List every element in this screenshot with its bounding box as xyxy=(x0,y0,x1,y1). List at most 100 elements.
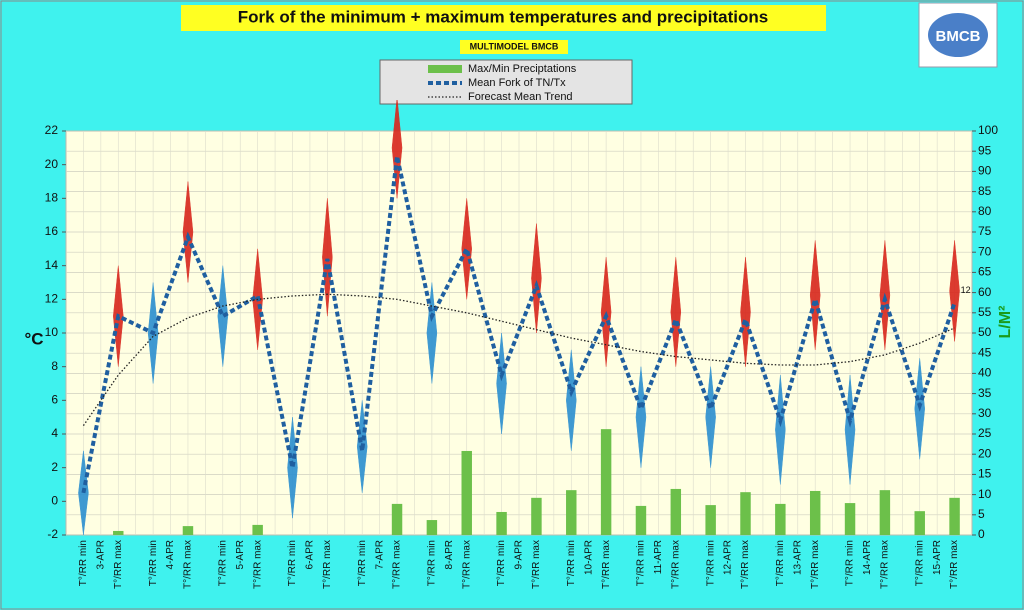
bar xyxy=(531,497,542,535)
date-label: 10-APR xyxy=(583,540,594,575)
legend xyxy=(379,59,633,105)
bar xyxy=(775,503,786,535)
date-label: 13-APR xyxy=(792,540,803,575)
y2-axis-label: L/M² xyxy=(997,306,1014,339)
y-tick-label: 16 xyxy=(45,224,59,238)
x-tick-label: T°/RR max xyxy=(740,540,751,589)
logo-shape xyxy=(928,13,988,57)
x-tick-label: T°/RR min xyxy=(705,540,716,586)
fork xyxy=(809,240,821,350)
bar xyxy=(600,429,612,535)
bar xyxy=(566,490,577,535)
y-tick-label: 8 xyxy=(51,359,58,373)
data-label: 12 xyxy=(961,285,971,295)
x-tick-label: T°/RR max xyxy=(461,540,472,589)
bar xyxy=(496,511,507,535)
x-tick-label: T°/RR min xyxy=(566,540,577,586)
fork xyxy=(78,450,89,535)
bar xyxy=(879,490,891,535)
date-label: 3-APR xyxy=(95,540,106,569)
y-tick-label: 20 xyxy=(45,157,59,171)
x-tick-label: T°/RR min xyxy=(775,540,786,586)
bar xyxy=(426,520,438,535)
chart-title: Fork of the minimum + maximum temperatur… xyxy=(238,7,768,26)
y2-tick-label: 70 xyxy=(978,244,992,258)
y2-tick-label: 25 xyxy=(978,426,992,440)
fork xyxy=(531,223,542,334)
date-label: 15-APR xyxy=(932,540,943,575)
x-tick-label: T°/RR max xyxy=(880,540,891,589)
x-tick-label: T°/RR min xyxy=(217,540,228,586)
y-tick-label: 2 xyxy=(51,460,58,474)
x-tick-label: T°/RR max xyxy=(252,540,263,589)
y2-tick-label: 50 xyxy=(978,325,992,339)
bar xyxy=(914,511,925,535)
fork xyxy=(635,366,647,468)
bar xyxy=(391,503,403,535)
x-tick-label: T°/RR max xyxy=(949,540,960,589)
y-tick-label: 4 xyxy=(51,426,58,440)
bar xyxy=(670,488,682,535)
bar xyxy=(844,503,856,535)
date-label: 9-APR xyxy=(514,540,525,569)
fork xyxy=(461,198,472,300)
date-label: 8-APR xyxy=(444,540,455,569)
x-tick-label: T°/RR min xyxy=(496,540,507,586)
fork xyxy=(740,257,751,367)
y2-tick-label: 95 xyxy=(978,143,992,157)
subtitle: MULTIMODEL BMCB xyxy=(470,41,559,51)
legend-symbol xyxy=(428,65,462,73)
bar xyxy=(809,490,821,535)
y-tick-label: 12 xyxy=(45,292,59,306)
x-tick-label: T°/RR max xyxy=(810,540,821,589)
title-box xyxy=(181,5,826,31)
x-tick-label: T°/RR min xyxy=(427,540,438,586)
bar xyxy=(252,524,263,535)
x-tick-label: T°/RR min xyxy=(148,540,159,586)
y2-tick-label: 15 xyxy=(978,467,992,481)
fork xyxy=(670,257,682,367)
x-tick-label: T°/RR max xyxy=(670,540,681,589)
y2-tick-label: 90 xyxy=(978,164,992,178)
y2-tick-label: 0 xyxy=(978,527,985,541)
legend-label: Mean Fork of TN/Tx xyxy=(468,77,566,89)
x-tick-label: T°/RR min xyxy=(845,540,856,586)
line xyxy=(81,155,957,494)
logo-text: BMCB xyxy=(936,28,981,45)
y2-tick-label: 45 xyxy=(978,345,992,359)
fork xyxy=(391,100,403,199)
y2-tick-label: 85 xyxy=(978,184,992,198)
y2-tick-label: 55 xyxy=(978,305,992,319)
y-axis-label: °C xyxy=(24,329,43,348)
bar xyxy=(635,505,647,535)
x-tick-label: T°/RR max xyxy=(322,540,333,589)
x-tick-label: T°/RR max xyxy=(531,540,542,589)
y-tick-label: -2 xyxy=(47,527,58,541)
date-label: 7-APR xyxy=(374,540,385,569)
date-label: 6-APR xyxy=(305,540,316,569)
y2-tick-label: 35 xyxy=(978,386,992,400)
bar xyxy=(461,450,472,535)
y2-tick-label: 100 xyxy=(978,123,998,137)
fork xyxy=(217,265,229,367)
y-tick-label: 14 xyxy=(45,258,59,272)
x-tick-label: T°/RR min xyxy=(357,540,368,586)
y-tick-label: 10 xyxy=(45,325,59,339)
bar xyxy=(949,497,960,535)
x-tick-label: T°/RR min xyxy=(636,540,647,586)
y2-tick-label: 60 xyxy=(978,285,992,299)
date-label: 11-APR xyxy=(653,540,664,574)
y2-tick-label: 75 xyxy=(978,224,992,238)
y2-tick-label: 5 xyxy=(978,507,985,521)
y-tick-label: 6 xyxy=(51,393,58,407)
fork xyxy=(182,181,194,283)
bar xyxy=(182,526,194,535)
date-label: 4-APR xyxy=(165,540,176,569)
y-tick-label: 0 xyxy=(51,494,58,508)
x-tick-label: T°/RR min xyxy=(287,540,298,586)
x-tick-label: T°/RR max xyxy=(601,540,612,589)
y2-tick-label: 20 xyxy=(978,446,992,460)
y2-tick-label: 80 xyxy=(978,204,992,218)
date-label: 12-APR xyxy=(723,540,734,575)
